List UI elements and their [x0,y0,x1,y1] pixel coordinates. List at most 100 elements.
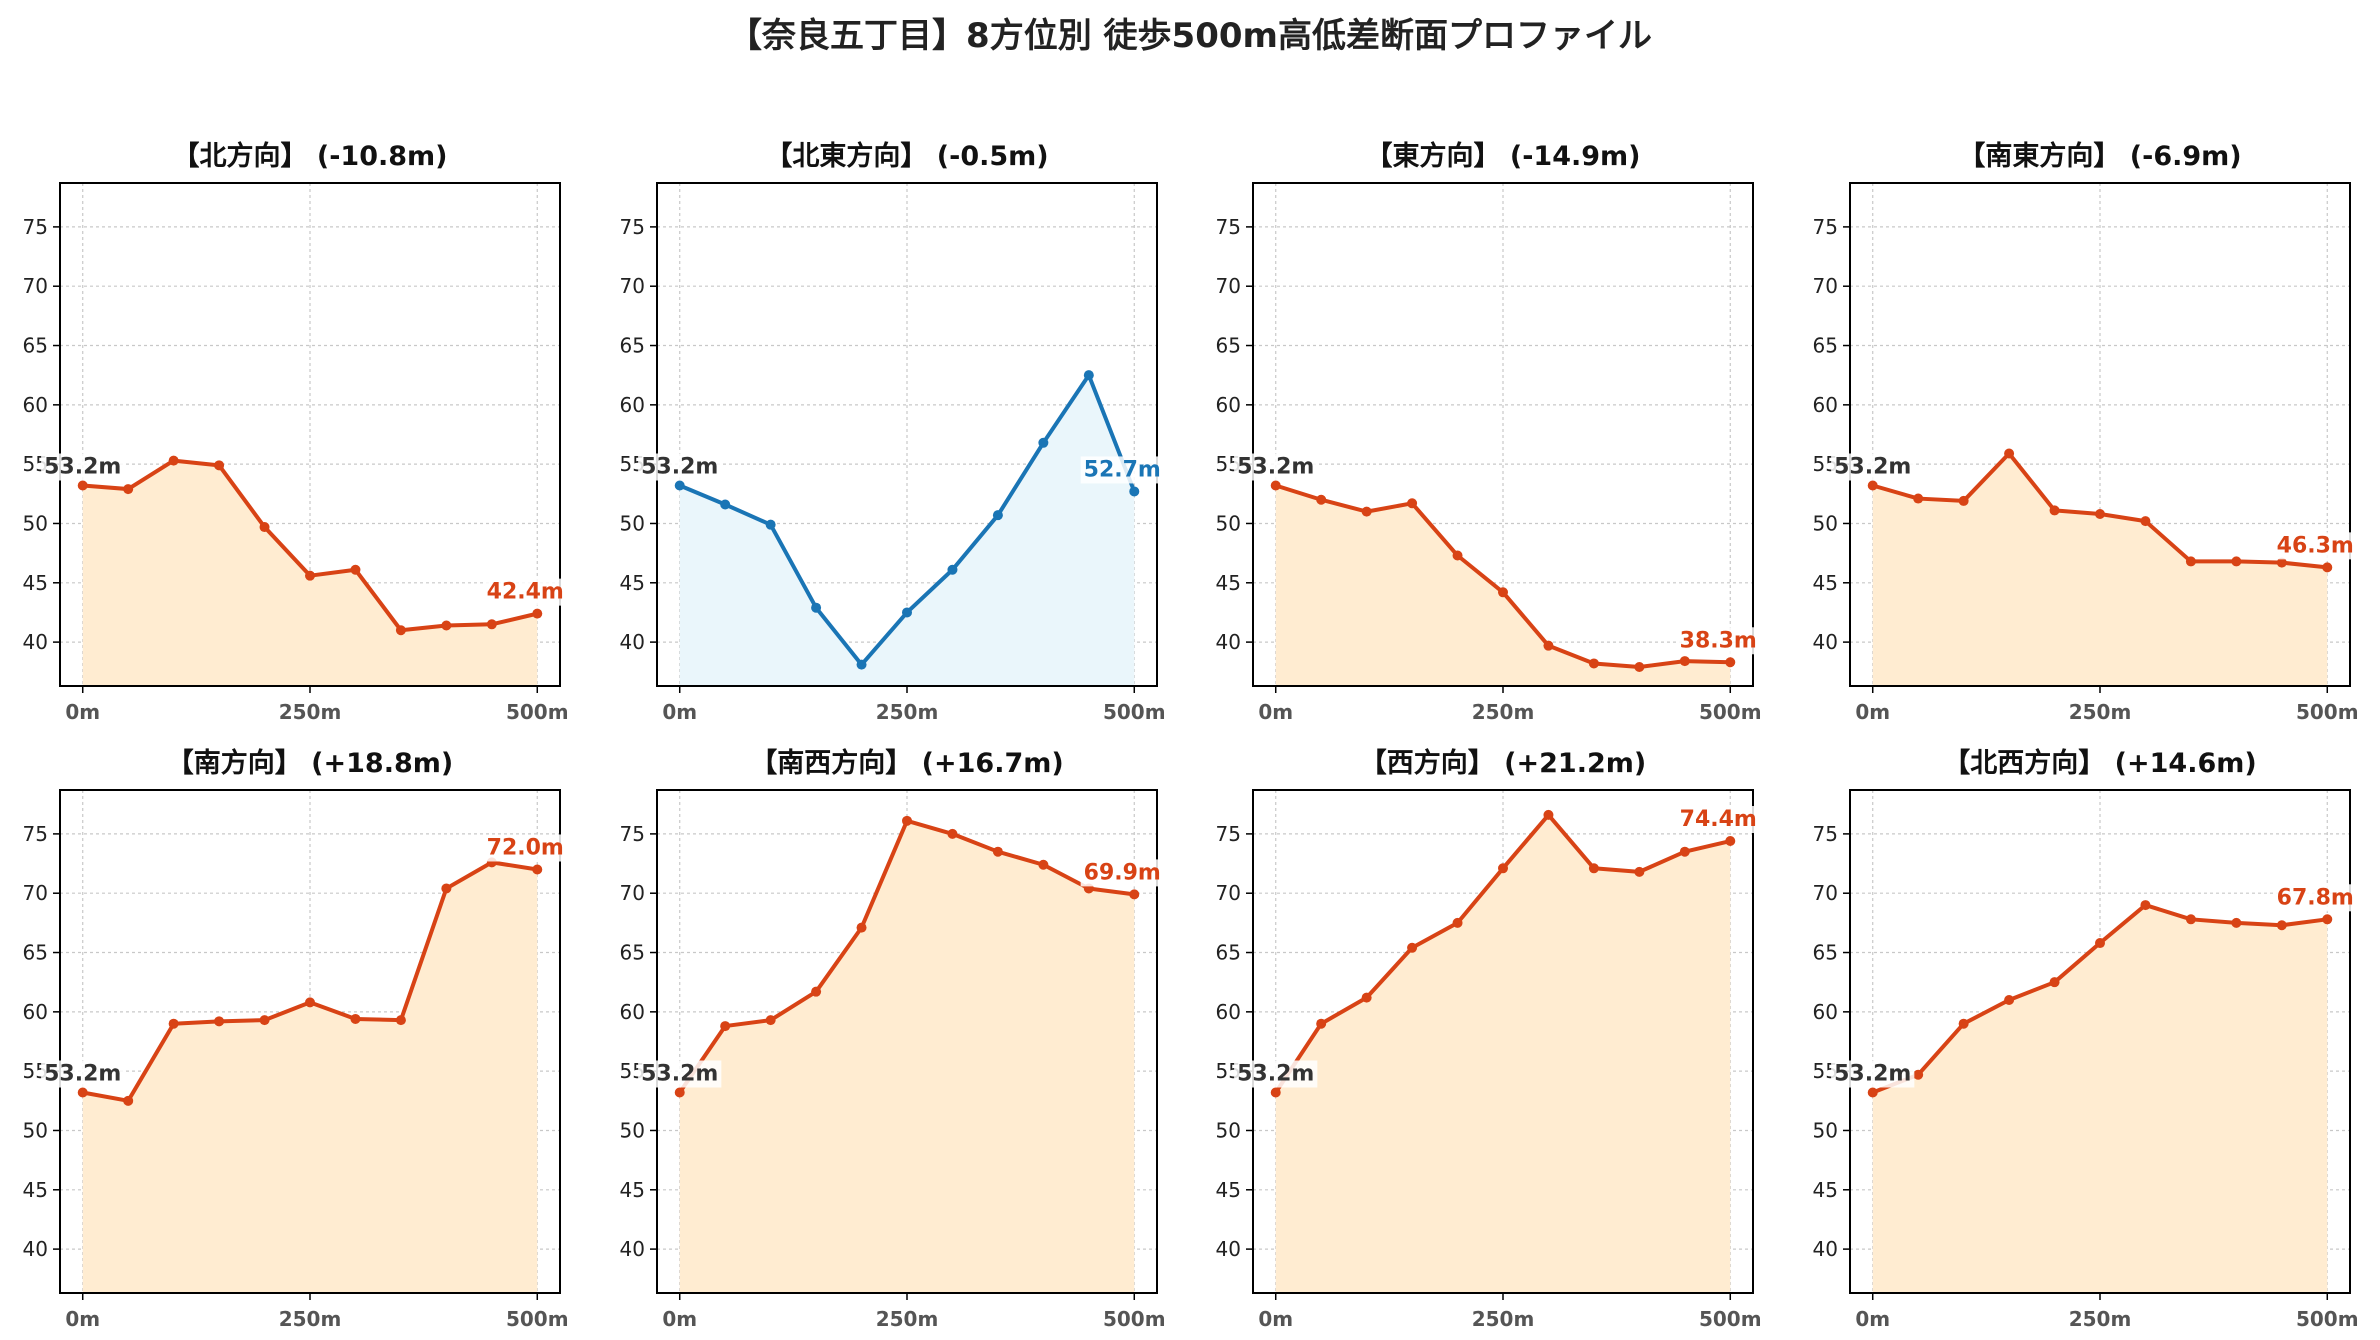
data-point [2185,914,2196,925]
data-point [1958,495,1969,506]
y-tick-label: 45 [620,571,645,595]
y-tick-label: 40 [23,1237,48,1261]
y-tick-label: 40 [620,1237,645,1261]
y-tick-label: 75 [1813,822,1838,846]
main-title: 【奈良五丁目】8方位別 徒歩500m高低差断面プロファイル [728,16,1652,56]
y-tick-label: 60 [1813,393,1838,417]
data-point [992,846,1003,857]
y-tick-label: 70 [23,881,48,905]
data-point [1634,866,1645,877]
y-tick-label: 70 [1813,881,1838,905]
data-point [856,922,867,933]
data-point [1867,1087,1878,1098]
data-point [765,519,776,530]
data-point [1129,889,1140,900]
x-tick-label: 500m [2296,1307,2359,1331]
data-point [1083,370,1094,381]
data-point [532,864,543,875]
x-tick-label: 250m [2069,700,2132,724]
data-point [947,564,958,575]
start-label-bg [1234,453,1318,481]
y-tick-label: 60 [1216,1000,1241,1024]
y-tick-label: 50 [1813,511,1838,535]
x-tick-label: 0m [1855,1307,1890,1331]
panel-title: 【南西方向】 (+16.7m) [750,747,1063,779]
y-tick-label: 75 [620,215,645,239]
data-point [1316,494,1327,505]
x-tick-label: 250m [279,700,342,724]
end-label: 42.4m [487,580,564,605]
data-point [2140,516,2151,527]
y-tick-label: 70 [620,881,645,905]
x-tick-label: 0m [662,700,697,724]
data-point [2231,917,2242,928]
end-label: 69.9m [1084,860,1161,885]
panel-title: 【南方向】 (+18.8m) [167,747,453,779]
panel-title: 【東方向】 (-14.9m) [1365,140,1640,172]
end-label-bg [483,578,567,606]
y-tick-label: 40 [23,630,48,654]
data-point [1679,846,1690,857]
data-point [214,460,225,471]
panel-title: 【北方向】 (-10.8m) [172,140,447,172]
x-tick-label: 0m [1258,1307,1293,1331]
y-tick-label: 45 [620,1178,645,1202]
start-label-bg [1234,1060,1318,1088]
y-tick-label: 75 [620,822,645,846]
end-label-bg [1676,806,1760,834]
end-label: 72.0m [487,835,564,860]
data-point [259,1015,270,1026]
y-tick-label: 75 [23,822,48,846]
x-tick-label: 250m [279,1307,342,1331]
start-label: 53.2m [1834,1062,1911,1087]
y-tick-label: 70 [1216,274,1241,298]
x-tick-label: 250m [1472,700,1535,724]
x-tick-label: 0m [662,1307,697,1331]
y-tick-label: 75 [1216,215,1241,239]
y-tick-label: 65 [23,334,48,358]
data-point [2322,914,2333,925]
end-label-bg [1080,456,1164,484]
y-tick-label: 65 [620,941,645,965]
y-tick-label: 50 [23,1118,48,1142]
start-label-bg [638,1060,722,1088]
data-point [1588,658,1599,669]
data-point [1634,662,1645,673]
start-label-bg [638,453,722,481]
start-label: 53.2m [1834,455,1911,480]
data-point [1038,859,1049,870]
y-tick-label: 45 [1216,571,1241,595]
y-tick-label: 50 [620,1118,645,1142]
end-label: 52.7m [1084,457,1161,482]
data-point [2140,900,2151,911]
y-tick-label: 60 [23,393,48,417]
start-label-bg [1831,1060,1915,1088]
data-point [1679,656,1690,667]
data-point [123,484,134,495]
data-point [1270,480,1281,491]
start-label-bg [41,453,125,481]
x-tick-label: 250m [1472,1307,1535,1331]
y-tick-label: 60 [620,393,645,417]
y-tick-label: 75 [1216,822,1241,846]
x-tick-label: 500m [1699,700,1762,724]
data-point [2322,562,2333,573]
data-point [395,1015,406,1026]
data-point [123,1095,134,1106]
data-point [902,815,912,826]
y-tick-label: 50 [1216,1118,1241,1142]
end-label-bg [2273,532,2357,560]
data-point [674,480,685,491]
data-point [1361,992,1372,1003]
data-point [992,510,1003,521]
end-label: 67.8m [2277,885,2354,910]
x-tick-label: 250m [876,1307,939,1331]
y-tick-label: 40 [1813,1237,1838,1261]
area-fill [679,820,1135,1293]
y-tick-label: 60 [620,1000,645,1024]
y-tick-label: 60 [1813,1000,1838,1024]
data-point [765,1015,776,1026]
